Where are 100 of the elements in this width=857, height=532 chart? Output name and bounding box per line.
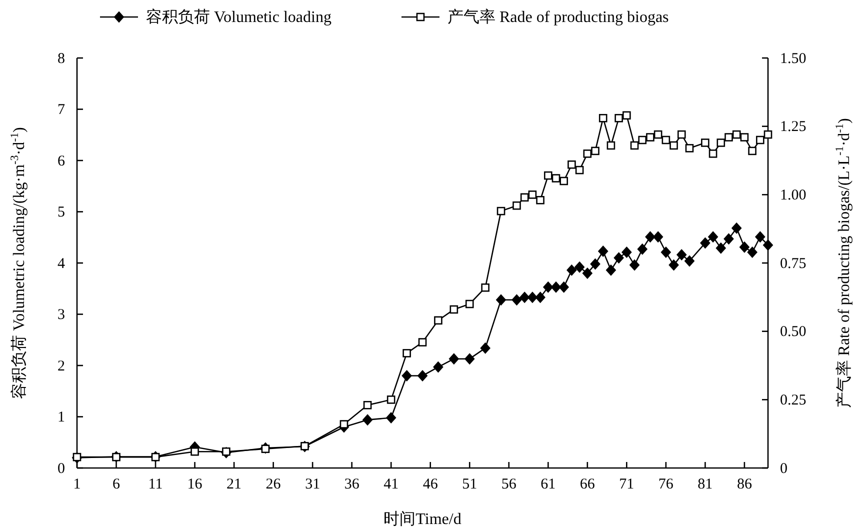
- point: [535, 292, 546, 303]
- point: [654, 130, 662, 139]
- x-tick-label: 31: [305, 476, 320, 493]
- x-tick-label: 21: [226, 476, 242, 493]
- point: [747, 246, 758, 258]
- x-tick-label: 26: [266, 476, 282, 493]
- legend-label: 容积负荷 Volumetic loading: [146, 8, 332, 26]
- y-tick-label: 5: [58, 204, 65, 221]
- point: [558, 282, 569, 293]
- x-tick-label: 56: [501, 476, 517, 493]
- point: [756, 136, 764, 144]
- point: [575, 166, 584, 174]
- point: [662, 136, 670, 144]
- point: [637, 244, 648, 255]
- point: [582, 268, 592, 279]
- point: [740, 133, 749, 142]
- point: [552, 174, 560, 182]
- x-tick-label: 46: [422, 476, 438, 493]
- point: [527, 292, 538, 303]
- x-tick-label: 6: [112, 476, 121, 493]
- point: [684, 255, 694, 266]
- point: [480, 342, 490, 354]
- x-tick-label: 76: [658, 476, 674, 493]
- point: [550, 282, 561, 293]
- x-tick-label: 16: [187, 476, 203, 493]
- point: [668, 260, 679, 271]
- point: [448, 353, 459, 364]
- point: [732, 222, 742, 234]
- point: [755, 231, 766, 242]
- point: [670, 141, 678, 150]
- point: [708, 150, 718, 158]
- y-tick-label: 7: [58, 102, 66, 118]
- point: [653, 231, 664, 242]
- x-tick-label: 86: [736, 476, 752, 493]
- x-tick-label: 41: [384, 476, 399, 493]
- point: [340, 420, 348, 428]
- point: [614, 252, 624, 264]
- point: [716, 242, 726, 254]
- x-tick-label: 66: [580, 476, 596, 493]
- x-axis-title: 时间Time/d: [384, 510, 462, 528]
- y2-tick-label: 1.50: [780, 50, 806, 67]
- y2-tick-label: 0.50: [780, 324, 806, 340]
- point: [677, 130, 686, 139]
- point: [724, 233, 734, 244]
- point: [622, 246, 632, 258]
- point: [434, 316, 442, 325]
- point: [528, 190, 537, 199]
- x-tick-label: 81: [698, 476, 713, 493]
- point: [676, 249, 687, 260]
- point: [418, 338, 427, 346]
- y2-tick-label: 0.75: [780, 256, 806, 272]
- point: [402, 370, 412, 382]
- point: [630, 141, 639, 150]
- point: [362, 414, 373, 426]
- point: [645, 231, 656, 242]
- point: [465, 300, 474, 308]
- point: [590, 258, 600, 270]
- point: [536, 196, 544, 204]
- point: [598, 246, 608, 257]
- point: [520, 292, 530, 303]
- point: [732, 130, 741, 139]
- point: [568, 160, 576, 169]
- point: [763, 240, 773, 251]
- point: [724, 133, 733, 142]
- point: [190, 447, 199, 456]
- point: [512, 201, 521, 210]
- point: [739, 242, 750, 253]
- point: [261, 444, 270, 454]
- point: [638, 136, 647, 144]
- y2-tick-label: 0.25: [780, 392, 806, 408]
- x-tick-label: 1: [73, 476, 81, 493]
- point: [566, 264, 577, 276]
- point: [496, 294, 506, 306]
- point: [363, 400, 372, 410]
- point: [464, 353, 475, 364]
- y2-tick-label: 1.00: [780, 187, 806, 204]
- x-tick-label: 71: [619, 476, 634, 493]
- point: [574, 262, 585, 273]
- point: [386, 412, 396, 424]
- point: [591, 146, 600, 156]
- x-tick-label: 36: [344, 476, 360, 493]
- x-tick-label: 61: [540, 476, 556, 493]
- y-tick-label: 2: [58, 358, 65, 374]
- y-tick-label: 4: [58, 256, 66, 272]
- point: [622, 111, 631, 120]
- point: [520, 193, 529, 202]
- point: [402, 349, 411, 358]
- point: [512, 294, 522, 306]
- y2-tick-label: 1.25: [780, 119, 806, 136]
- y-tick-label: 3: [58, 307, 65, 324]
- point: [598, 114, 608, 122]
- point: [764, 130, 772, 139]
- y-tick-label: 8: [58, 50, 65, 67]
- point: [222, 447, 230, 456]
- point: [708, 231, 718, 242]
- y-tick-label: 1: [58, 410, 65, 426]
- point: [614, 114, 623, 122]
- point: [450, 305, 458, 314]
- point: [606, 264, 616, 276]
- point: [386, 396, 396, 404]
